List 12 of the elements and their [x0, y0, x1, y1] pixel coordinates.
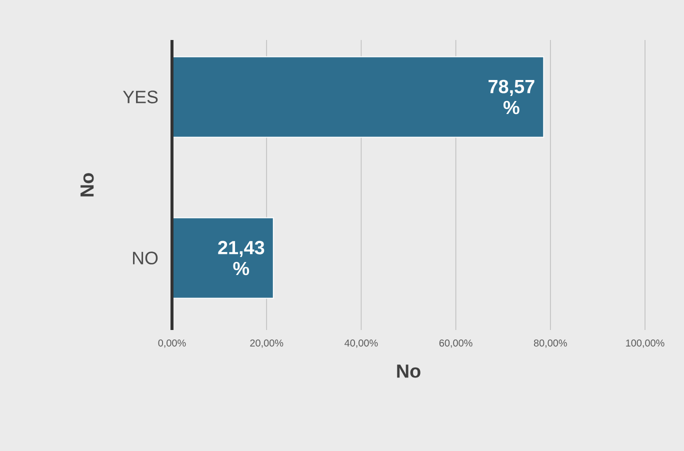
y-tick-label: NO — [133, 252, 158, 264]
x-tick-label: 80,00% — [534, 340, 567, 348]
x-tick-label: 40,00% — [344, 340, 378, 348]
y-tick-label: YES — [122, 90, 158, 104]
x-tick-label: 20,00% — [250, 340, 284, 348]
y-axis-title: No — [80, 173, 94, 196]
data-label: 78,57 % — [488, 80, 534, 114]
x-axis-title: No — [397, 364, 420, 378]
data-label: 21,43 % — [218, 240, 264, 276]
x-tick-label: 0,00% — [158, 340, 186, 348]
x-tick-label: 60,00% — [439, 340, 472, 348]
x-tick-label: 100,00% — [626, 340, 664, 348]
